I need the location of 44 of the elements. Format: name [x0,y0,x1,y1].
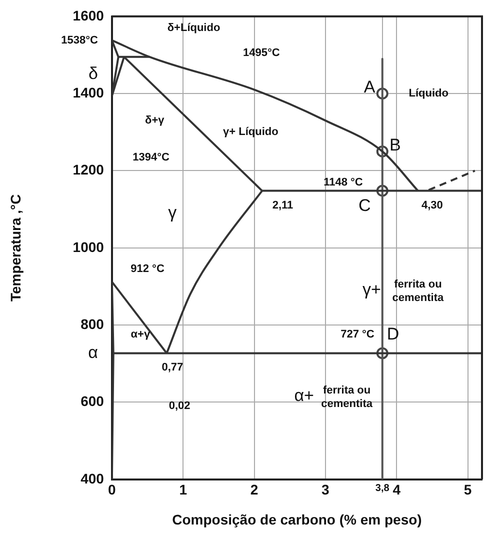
x-axis-title: Composição de carbono (% em peso) [172,511,422,528]
annotation: cementita [392,292,445,304]
annotation: A [364,77,376,96]
annotation: 727 °C [340,328,374,341]
y-tick-label: 1200 [72,162,104,178]
annotation: γ+ Líquido [223,126,279,138]
y-axis-title: Temperatura ,°C [7,194,24,302]
annotation: 0,02 [168,400,190,412]
annotation: B [390,135,401,154]
text: 1538°C [61,34,98,46]
annotation: ferrita ou [394,278,442,291]
annotation: α+ [294,386,314,406]
text: δ [88,64,98,83]
annotation: D [386,324,400,344]
text: α [88,342,98,362]
annotation: γ [168,202,178,222]
annotation: 912 °C [130,263,164,276]
x-tick-label: 3 [322,482,330,498]
x-tick-label: 5 [464,482,472,498]
annotation: C [358,196,371,215]
annotation: γ+ [362,280,381,300]
annotation: δ+γ [145,114,166,127]
annotation: α+γ [130,328,151,341]
annotation: ferrita ou [322,384,371,397]
y-tick-label: 600 [80,393,104,410]
annotation: 1495°C [242,47,280,60]
annotation: cementita [321,398,374,410]
y-tick-label: 800 [80,316,104,332]
annotation: 4,30 [421,199,443,212]
y-tick-label: 400 [80,470,104,486]
x-tick-label: 1 [179,482,188,498]
annotation: Líquido [408,88,449,100]
x-tick-label: 4 [392,482,401,498]
annotation: 1394°C [132,151,170,164]
y-tick-label: 1000 [72,238,104,255]
x-tick-label: 2 [250,482,258,498]
annotation: δ+Líquido [167,22,220,34]
annotation: 1148 °C [324,176,363,188]
annotation: 2,11 [272,199,294,212]
x-tick-label: 3,8 [375,483,390,494]
y-tick-label: 1600 [72,7,104,24]
y-tick-label: 1400 [72,84,104,100]
x-tick-label: 0 [108,482,116,498]
annotation: 0,77 [162,362,184,374]
